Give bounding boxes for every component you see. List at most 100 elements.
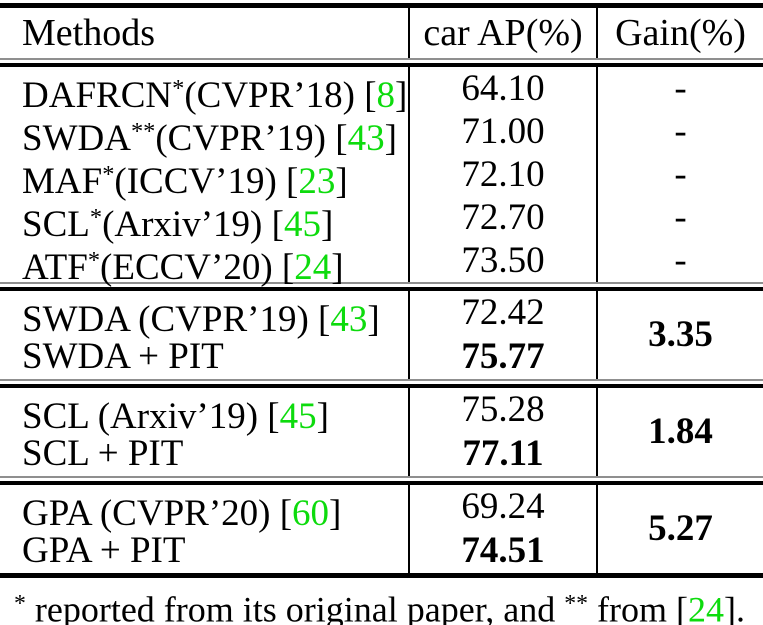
table-footnote: * reported from its original paper, and … xyxy=(0,584,763,625)
cite-number: 45 xyxy=(279,395,317,437)
method-cell: SWDA + PIT xyxy=(0,335,408,379)
cite-bracket-close: ] xyxy=(395,74,408,116)
section-separator-rule xyxy=(0,379,763,388)
method-venue: (CVPR’19) xyxy=(138,298,309,340)
gain-value: - xyxy=(674,68,687,109)
ap-value: 72.42 xyxy=(408,291,598,335)
ap-value: 74.51 xyxy=(408,529,598,573)
header-separator-rule xyxy=(0,58,763,67)
gain-value: - xyxy=(674,197,687,238)
cite-bracket-open: [ xyxy=(354,74,377,116)
method-cell: DAFRCN*(CVPR’18) [8] xyxy=(0,67,408,116)
cite-bracket-open: [ xyxy=(676,589,688,625)
ap-value: 75.28 xyxy=(408,388,598,432)
table-top-rule xyxy=(0,3,763,8)
ap-value: 77.11 xyxy=(408,432,598,476)
cite-bracket-open: [ xyxy=(270,492,293,534)
cite-number: 60 xyxy=(292,492,330,534)
method-sup: * xyxy=(89,204,103,231)
method-sup: * xyxy=(172,75,185,102)
method-cell: SWDA (CVPR’19) [43] xyxy=(0,291,408,340)
method-venue: (ECCV’20) xyxy=(100,246,273,288)
cite-bracket-close: ] xyxy=(329,492,342,534)
section-baselines: DAFRCN*(CVPR’18) [8] 64.10 - SWDA**(CVPR… xyxy=(0,67,763,288)
cite-bracket-open: [ xyxy=(276,160,299,202)
ap-value: 72.10 xyxy=(408,153,598,196)
method-cell: SCL*(Arxiv’19) [45] xyxy=(0,196,408,245)
cite-bracket-close: ] xyxy=(316,395,329,437)
method-name: GPA xyxy=(22,492,100,534)
section-separator-rule xyxy=(0,282,763,291)
ap-value: 64.10 xyxy=(408,67,598,110)
cite-number: 43 xyxy=(330,298,368,340)
gain-value: 3.35 xyxy=(648,314,713,355)
method-name: MAF xyxy=(22,160,103,202)
method-name: ATF xyxy=(22,246,88,288)
footnote-star: * xyxy=(14,591,26,617)
cite-bracket-close: ]. xyxy=(724,589,745,625)
method-name: SWDA xyxy=(22,298,139,340)
cite-bracket-open: [ xyxy=(325,117,348,159)
gain-value: 5.27 xyxy=(648,508,713,549)
footnote-double-star: ** xyxy=(564,591,589,617)
method-venue: (CVPR’18) xyxy=(184,74,355,116)
method-venue: (Arxiv’19) xyxy=(102,203,263,245)
method-venue: (CVPR’20) xyxy=(99,492,271,534)
cite-number: 23 xyxy=(298,160,336,202)
cite-bracket-open: [ xyxy=(308,298,331,340)
ap-value: 73.50 xyxy=(408,239,598,282)
method-sup: * xyxy=(102,161,115,188)
cite-number: 43 xyxy=(347,117,385,159)
gain-value: - xyxy=(674,154,687,195)
header-car-ap: car AP(%) xyxy=(408,8,598,58)
gain-value: 1.84 xyxy=(648,411,713,452)
cite-bracket-open: [ xyxy=(272,246,295,288)
header-gain: Gain(%) xyxy=(615,12,746,54)
method-sup: ** xyxy=(130,118,156,145)
method-name: SCL + PIT xyxy=(22,433,184,474)
section-gpa-pit: GPA (CVPR’20) [60] 69.24 5.27 GPA + PIT … xyxy=(0,485,763,573)
method-cell: MAF*(ICCV’19) [23] xyxy=(0,153,408,202)
method-name: SWDA + PIT xyxy=(22,336,224,377)
cite-bracket-close: ] xyxy=(331,246,344,288)
method-name: GPA + PIT xyxy=(22,530,186,571)
section-swda-pit: SWDA (CVPR’19) [43] 72.42 3.35 SWDA + PI… xyxy=(0,291,763,379)
method-cell: ATF*(ECCV’20) [24] xyxy=(0,239,408,288)
ap-value: 71.00 xyxy=(408,110,598,153)
section-scl-pit: SCL (Arxiv’19) [45] 75.28 1.84 SCL + PIT… xyxy=(0,388,763,476)
gain-value: - xyxy=(674,111,687,152)
cite-bracket-open: [ xyxy=(258,395,280,437)
method-venue: (CVPR’19) xyxy=(155,117,326,159)
cite-number: 24 xyxy=(688,589,724,625)
method-venue: (ICCV’19) xyxy=(114,160,277,202)
footnote-text: reported from its original paper, and xyxy=(25,589,565,625)
ap-value: 69.24 xyxy=(408,485,598,529)
method-venue: (Arxiv’19) xyxy=(97,395,259,437)
cite-number: 45 xyxy=(283,203,321,245)
gain-value: - xyxy=(674,240,687,281)
method-name: SCL xyxy=(22,203,90,245)
method-name: SCL xyxy=(22,395,98,437)
ap-value: 72.70 xyxy=(408,196,598,239)
cite-bracket-close: ] xyxy=(384,117,397,159)
method-cell: GPA (CVPR’20) [60] xyxy=(0,485,408,534)
cite-bracket-open: [ xyxy=(262,203,284,245)
cite-number: 24 xyxy=(294,246,332,288)
method-cell: SCL + PIT xyxy=(0,432,408,476)
section-separator-rule xyxy=(0,476,763,485)
method-cell: SWDA**(CVPR’19) [43] xyxy=(0,110,408,159)
method-name: DAFRCN xyxy=(22,74,173,116)
method-cell: SCL (Arxiv’19) [45] xyxy=(0,388,408,437)
header-methods: Methods xyxy=(22,12,155,54)
cite-bracket-close: ] xyxy=(367,298,380,340)
cite-bracket-close: ] xyxy=(320,203,334,245)
cite-bracket-close: ] xyxy=(335,160,348,202)
method-cell: GPA + PIT xyxy=(0,529,408,573)
method-sup: * xyxy=(87,247,101,274)
ap-value: 75.77 xyxy=(408,335,598,379)
cite-number: 8 xyxy=(376,74,396,116)
method-name: SWDA xyxy=(22,117,131,159)
footnote-text: from xyxy=(588,589,676,625)
table-header-row: Methods car AP(%) Gain(%) xyxy=(0,8,763,58)
